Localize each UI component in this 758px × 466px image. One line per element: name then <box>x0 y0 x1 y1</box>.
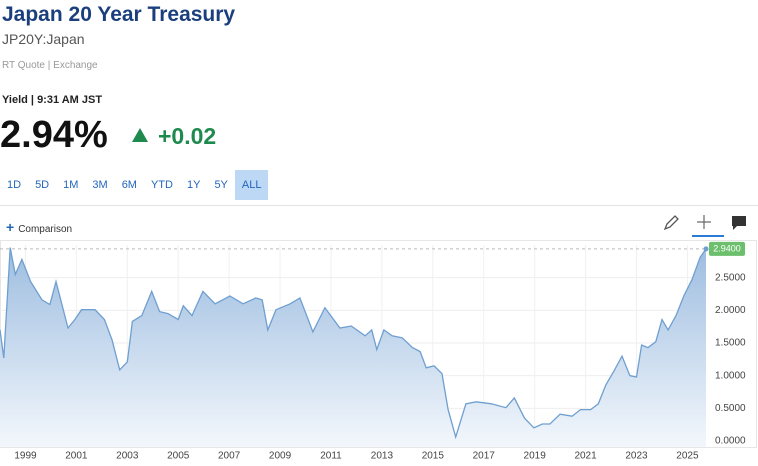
range-button[interactable]: 1D <box>7 179 22 191</box>
y-tick-label: 0.0000 <box>715 436 746 447</box>
title: Japan 20 Year Treasury <box>2 3 236 26</box>
symbol: JP20Y:Japan <box>2 31 85 47</box>
y-tick-label: 2.5000 <box>715 272 746 283</box>
last-value-badge <box>709 241 745 256</box>
range-button[interactable]: 1M <box>63 179 79 191</box>
range-button[interactable]: 1Y <box>186 179 201 191</box>
last-point <box>703 246 709 252</box>
price: 2.94% <box>0 114 108 156</box>
y-tick-label: 2.0000 <box>715 305 746 316</box>
x-tick-label: 2009 <box>269 451 292 462</box>
quote-time: Yield | 9:31 AM JST <box>2 94 103 106</box>
x-tick-label: 2007 <box>218 451 241 462</box>
range-button[interactable]: YTD <box>150 179 173 191</box>
tool-underline <box>692 235 724 237</box>
source: RT Quote | Exchange <box>2 60 98 71</box>
x-tick-label: 2021 <box>574 451 597 462</box>
last-value-label: 2.9400 <box>713 243 741 253</box>
y-tick-label: 1.5000 <box>715 338 746 349</box>
range-bar: 1D 5D 1M 3M 6M YTD 1Y 5Y ALL <box>0 170 269 200</box>
range-button[interactable]: 5D <box>35 179 50 191</box>
x-tick-label: 2023 <box>625 451 648 462</box>
range-button[interactable]: 3M <box>92 179 108 191</box>
x-tick-label: 2015 <box>422 451 445 462</box>
range-button[interactable]: 5Y <box>214 179 228 191</box>
comparison-button[interactable]: + Comparison <box>6 219 73 235</box>
pencil-icon[interactable] <box>663 215 679 231</box>
area-fill <box>0 247 706 447</box>
range-button[interactable]: 6M <box>121 179 137 191</box>
x-tick-label: 2017 <box>473 451 496 462</box>
x-tick-label: 2013 <box>371 451 394 462</box>
x-tick-label: 2025 <box>676 451 699 462</box>
x-tick-label: 2011 <box>320 451 342 462</box>
comment-icon[interactable] <box>732 216 746 230</box>
y-tick-label: 1.0000 <box>715 370 746 381</box>
divider <box>0 205 758 206</box>
change: +0.02 <box>158 123 217 149</box>
range-button[interactable]: ALL <box>234 170 269 200</box>
y-tick-label: 0.5000 <box>715 403 746 414</box>
up-arrow <box>132 128 148 142</box>
line <box>0 247 707 440</box>
comparison-label: Comparison <box>18 224 73 235</box>
x-tick-label: 2005 <box>167 451 190 462</box>
x-tick-label: 2001 <box>65 451 88 462</box>
x-tick-label: 2019 <box>524 451 547 462</box>
x-tick-label: 1999 <box>14 451 37 462</box>
crosshair-icon[interactable] <box>697 215 711 229</box>
x-tick-label: 2003 <box>116 451 139 462</box>
